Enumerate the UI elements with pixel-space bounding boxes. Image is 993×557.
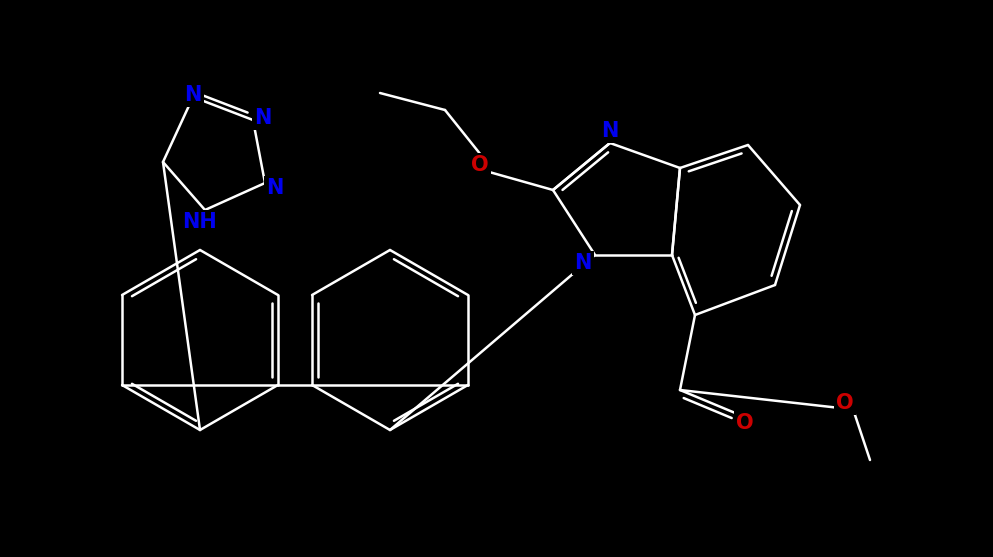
Text: O: O xyxy=(472,155,489,175)
Text: N: N xyxy=(185,85,202,105)
Text: NH: NH xyxy=(183,212,217,232)
Text: O: O xyxy=(736,413,754,433)
Text: O: O xyxy=(836,393,854,413)
Text: N: N xyxy=(574,253,592,273)
Text: N: N xyxy=(602,121,619,141)
Text: N: N xyxy=(254,108,272,128)
Text: N: N xyxy=(266,178,284,198)
